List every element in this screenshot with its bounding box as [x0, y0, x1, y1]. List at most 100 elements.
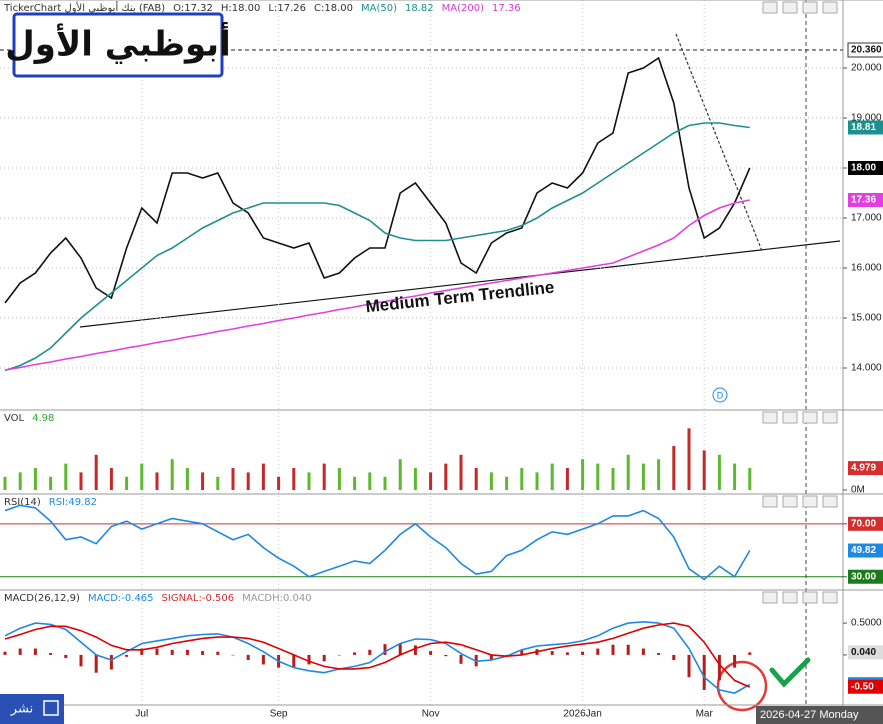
- bar: [444, 463, 448, 490]
- bar: [733, 463, 737, 490]
- dividend-icon[interactable]: [712, 387, 728, 403]
- y-tick-label: 0.5000: [851, 618, 882, 629]
- bar: [489, 654, 493, 660]
- panel-button[interactable]: [782, 591, 798, 604]
- bar: [125, 476, 129, 490]
- bar: [550, 651, 554, 655]
- bar: [155, 472, 159, 490]
- y-tick-label: 16.000: [851, 263, 882, 274]
- bar: [429, 651, 433, 655]
- x-tick-label: Jul: [135, 709, 148, 720]
- panel-button[interactable]: [762, 591, 778, 604]
- bar: [94, 454, 98, 490]
- panel-button[interactable]: [802, 1, 818, 14]
- bar: [596, 648, 600, 655]
- series-line: [4, 199, 750, 371]
- panel-button[interactable]: [822, 495, 838, 508]
- bar: [657, 459, 661, 490]
- bar: [216, 476, 220, 490]
- panel-button[interactable]: [822, 1, 838, 14]
- value-marker-label: -0.50: [851, 681, 874, 692]
- level-box: [848, 516, 883, 531]
- panel-button[interactable]: [782, 1, 798, 14]
- panel-button[interactable]: [762, 411, 778, 424]
- bar: [140, 648, 144, 655]
- bar: [702, 654, 706, 690]
- y-tick-label: 15.000: [851, 313, 882, 324]
- overlay-title: أبوظبي الأول: [5, 22, 230, 65]
- bar: [33, 468, 37, 490]
- bar: [216, 651, 220, 655]
- y-tick-label: 20.000: [851, 63, 882, 74]
- panel-button[interactable]: [822, 591, 838, 604]
- x-tick-label: Nov: [422, 709, 440, 720]
- bar: [231, 654, 235, 656]
- panel-header: MACDH:0.040: [242, 593, 312, 604]
- panel-header: 18.82: [405, 3, 434, 14]
- panel-button[interactable]: [782, 495, 798, 508]
- bar: [18, 472, 22, 490]
- panel-button[interactable]: [762, 495, 778, 508]
- panel-button[interactable]: [822, 411, 838, 424]
- bar: [79, 472, 83, 490]
- bar: [155, 648, 159, 655]
- panel-button[interactable]: [802, 411, 818, 424]
- panel-header: RSI(14): [4, 497, 41, 508]
- share-label: نشر: [10, 702, 33, 717]
- series-line: [4, 56, 751, 304]
- bar: [125, 654, 129, 657]
- bar: [444, 654, 448, 657]
- share-button[interactable]: [0, 694, 64, 724]
- bar: [474, 468, 478, 490]
- bar: [277, 476, 281, 490]
- bar: [626, 454, 630, 490]
- bar: [505, 476, 509, 490]
- value-marker: [848, 461, 883, 476]
- bar: [581, 459, 585, 490]
- bar: [64, 463, 68, 490]
- panel-button[interactable]: [762, 1, 778, 14]
- value-marker-label: 20.360: [851, 45, 882, 56]
- bar: [398, 643, 402, 655]
- y-tick-label: 14.000: [851, 363, 882, 374]
- panel-button[interactable]: [802, 495, 818, 508]
- bar: [246, 654, 250, 660]
- series-line: [4, 622, 751, 688]
- level-box: [848, 569, 883, 584]
- title-box: [12, 12, 224, 78]
- bar: [353, 652, 357, 655]
- bar: [398, 459, 402, 490]
- panel-button[interactable]: [802, 591, 818, 604]
- bar: [140, 463, 144, 490]
- panel-header: H:18.00: [221, 3, 261, 14]
- panel-header: MA(200): [442, 3, 484, 14]
- bar: [626, 644, 630, 655]
- value-marker: [848, 645, 883, 660]
- bar: [261, 654, 265, 665]
- bar: [3, 651, 7, 655]
- bar: [170, 459, 174, 490]
- bar: [520, 468, 524, 490]
- bar: [717, 454, 721, 490]
- bar: [368, 649, 372, 655]
- bar: [550, 463, 554, 490]
- bar: [383, 476, 387, 490]
- value-marker: [848, 679, 883, 694]
- y-tick-label: 0M: [851, 485, 865, 496]
- bar: [429, 472, 433, 490]
- date-label: 2026-04-27 Monday: [760, 709, 859, 721]
- bar: [717, 654, 721, 681]
- highlight-circle: [716, 660, 768, 712]
- bar: [353, 476, 357, 490]
- value-marker: [847, 42, 883, 58]
- bar: [641, 648, 645, 655]
- panel-header: SIGNAL:-0.506: [162, 593, 235, 604]
- y-tick-label: 17.000: [851, 213, 882, 224]
- value-marker: [848, 193, 883, 207]
- share-icon: [43, 700, 59, 716]
- bar: [231, 468, 235, 490]
- panel-button[interactable]: [782, 411, 798, 424]
- bar: [413, 468, 417, 490]
- panel-header: TickerChart بنك أبوظبي الأول (FAB): [3, 1, 165, 14]
